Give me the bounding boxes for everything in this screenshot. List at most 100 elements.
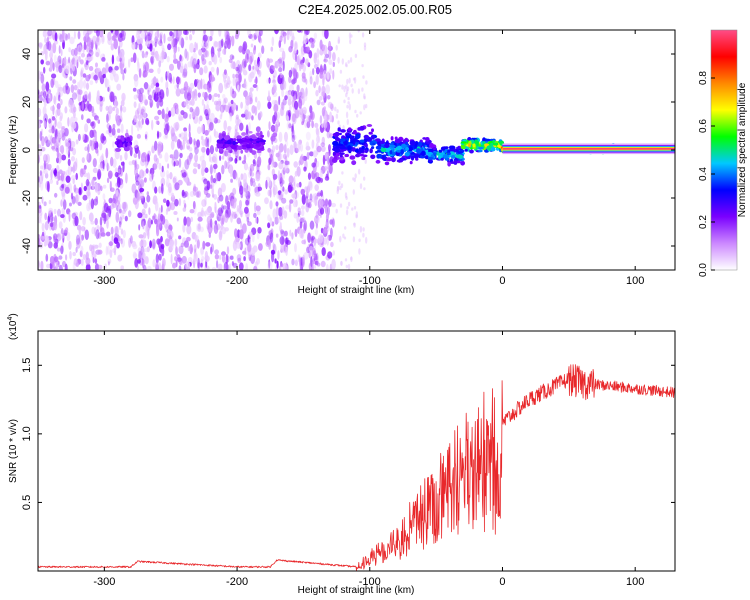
signal-blob	[404, 152, 410, 157]
noise-blob	[70, 192, 74, 200]
noise-blob	[44, 235, 50, 246]
noise-blob	[210, 246, 213, 255]
noise-blob	[166, 207, 171, 212]
noise-blob	[193, 89, 197, 98]
noise-blob	[274, 123, 279, 133]
noise-blob	[248, 231, 253, 237]
noise-blob	[45, 180, 50, 191]
noise-blob	[61, 188, 66, 197]
noise-blob	[209, 135, 212, 143]
noise-blob	[40, 260, 44, 270]
noise-blob	[292, 192, 297, 203]
noise-blob	[280, 263, 284, 268]
noise-blob	[305, 58, 309, 66]
noise-blob	[70, 84, 75, 94]
noise-blob	[69, 76, 73, 81]
noise-blob	[354, 109, 357, 114]
noise-blob	[154, 186, 158, 194]
noise-blob	[257, 71, 262, 78]
noise-blob	[116, 83, 122, 91]
noise-blob	[188, 136, 193, 145]
noise-blob	[319, 71, 324, 79]
noise-blob	[272, 242, 275, 250]
noise-blob	[346, 78, 349, 85]
noise-blob	[301, 155, 305, 163]
noise-blob	[53, 39, 59, 45]
noise-blob	[94, 263, 100, 270]
noise-blob	[359, 183, 363, 190]
noise-blob	[278, 207, 283, 217]
spectrogram-y-tick-label: -20	[21, 190, 33, 206]
noise-blob	[200, 262, 203, 268]
noise-blob	[54, 80, 59, 89]
noise-blob	[39, 170, 43, 176]
noise-blob	[115, 199, 120, 207]
noise-blob	[96, 30, 100, 37]
noise-blob	[278, 148, 282, 154]
noise-blob	[306, 202, 310, 208]
signal-blob	[436, 151, 440, 155]
noise-blob	[158, 186, 162, 194]
noise-blob	[252, 84, 258, 88]
noise-blob	[160, 243, 165, 250]
noise-blob	[73, 184, 77, 193]
noise-blob	[156, 226, 160, 237]
noise-blob	[90, 245, 95, 255]
noise-blob	[136, 57, 139, 67]
noise-blob	[330, 227, 333, 238]
noise-blob	[143, 111, 147, 120]
noise-blob	[166, 182, 169, 187]
noise-blob	[173, 135, 178, 143]
noise-blob	[350, 83, 353, 88]
noise-blob	[119, 154, 123, 161]
noise-blob	[130, 57, 134, 63]
noise-blob	[272, 208, 277, 219]
noise-blob	[134, 258, 139, 268]
noise-blob	[57, 208, 61, 217]
noise-blob	[202, 34, 208, 42]
noise-blob	[102, 193, 106, 201]
noise-blob	[242, 172, 247, 183]
noise-blob	[350, 256, 353, 263]
noise-blob	[292, 113, 296, 123]
noise-blob	[279, 177, 284, 187]
noise-blob	[291, 193, 296, 199]
noise-blob	[239, 210, 244, 215]
noise-blob	[124, 215, 128, 222]
noise-blob	[311, 120, 314, 129]
noise-blob	[249, 55, 253, 65]
noise-blob	[245, 95, 251, 106]
noise-blob	[193, 63, 197, 74]
signal-blob	[444, 157, 449, 161]
noise-blob	[215, 105, 220, 111]
signal-blob	[375, 145, 382, 150]
signal-blob	[358, 153, 365, 157]
noise-blob	[88, 45, 94, 53]
noise-blob	[272, 85, 277, 94]
noise-blob	[41, 196, 44, 204]
noise-blob	[341, 171, 344, 175]
signal-blob	[485, 138, 491, 142]
noise-blob	[82, 216, 86, 226]
noise-blob	[152, 259, 156, 268]
noise-blob	[110, 30, 114, 33]
noise-blob	[298, 98, 303, 109]
noise-blob	[115, 211, 120, 223]
noise-blob	[210, 218, 213, 229]
noise-blob	[193, 115, 199, 124]
signal-blob	[335, 137, 341, 142]
noise-blob	[318, 85, 321, 94]
noise-blob	[347, 96, 350, 101]
noise-blob	[211, 266, 217, 270]
noise-blob	[81, 100, 84, 111]
noise-blob	[187, 181, 192, 186]
noise-blob	[186, 224, 192, 235]
noise-blob	[108, 84, 111, 94]
noise-blob	[166, 199, 170, 207]
noise-blob	[363, 42, 367, 47]
noise-blob	[95, 51, 100, 58]
noise-blob	[252, 246, 256, 255]
noise-blob	[91, 105, 95, 114]
noise-blob	[75, 262, 79, 267]
noise-blob	[40, 71, 43, 76]
